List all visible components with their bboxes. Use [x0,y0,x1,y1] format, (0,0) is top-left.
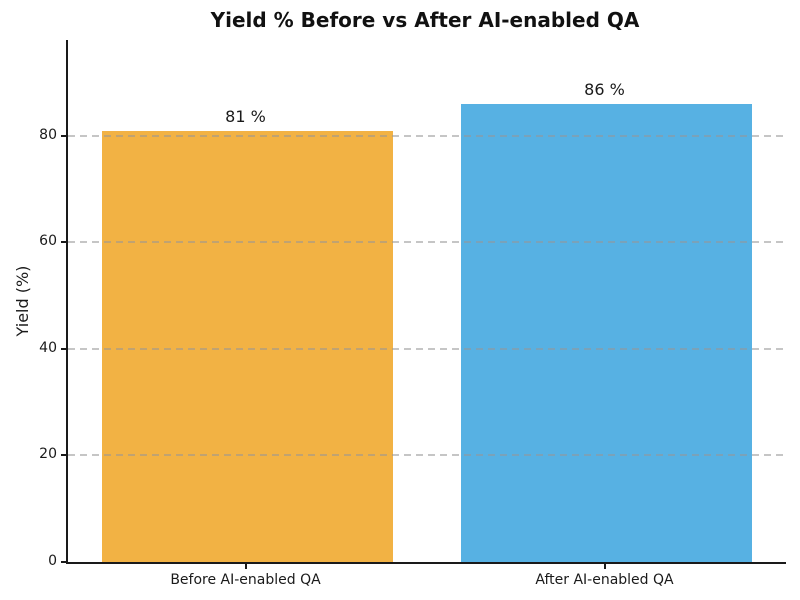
y-tick-label-80: 80 [39,126,57,143]
plot-area [66,40,786,564]
bar-0 [102,130,393,562]
y-tick-mark-40 [61,347,66,350]
x-category-label-0: Before AI-enabled QA [170,572,321,588]
y-tick-label-20: 20 [39,446,57,463]
chart-title: Yield % Before vs After AI-enabled QA [210,8,640,32]
bar-value-label-1: 86 % [584,79,625,99]
y-tick-mark-0 [61,561,66,563]
y-tick-label-60: 60 [39,233,57,250]
y-tick-mark-20 [61,454,66,457]
y-tick-label-40: 40 [39,339,57,356]
x-tick-mark-0 [244,564,247,569]
x-tick-mark-1 [603,564,606,569]
bar-1 [461,103,752,562]
y-tick-mark-80 [61,134,66,137]
y-tick-label-0: 0 [48,553,57,569]
y-tick-mark-60 [61,241,66,244]
y-axis-label: Yield (%) [13,265,32,337]
x-category-label-1: After AI-enabled QA [535,572,674,588]
bar-value-label-0: 81 % [225,106,266,126]
